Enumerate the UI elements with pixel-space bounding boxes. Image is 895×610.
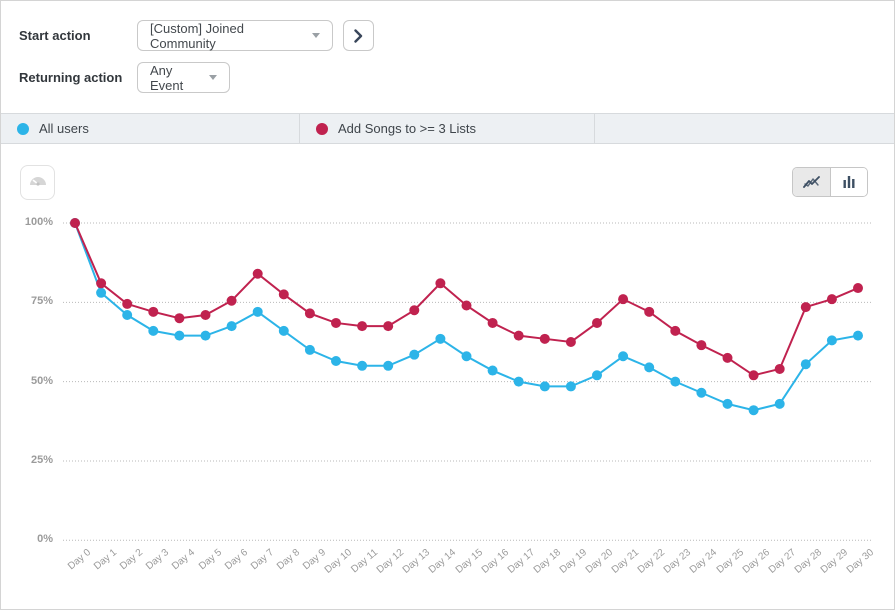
data-point[interactable] <box>409 349 420 360</box>
data-point[interactable] <box>200 310 211 321</box>
data-point[interactable] <box>853 283 863 294</box>
data-point[interactable] <box>409 305 420 316</box>
y-tick-label: 0% <box>37 533 53 546</box>
data-point[interactable] <box>226 321 237 332</box>
chevron-right-icon <box>354 28 363 43</box>
y-tick-label: 50% <box>30 374 53 387</box>
data-point[interactable] <box>96 287 107 298</box>
returning-action-label: Returning action <box>19 70 123 85</box>
data-point[interactable] <box>148 306 159 317</box>
line-chart-icon <box>802 176 820 188</box>
data-point[interactable] <box>800 302 811 313</box>
data-point[interactable] <box>618 294 629 305</box>
data-point[interactable] <box>461 300 472 311</box>
data-point[interactable] <box>748 405 759 416</box>
legend-label: All users <box>39 121 89 136</box>
data-point[interactable] <box>383 360 394 371</box>
data-point[interactable] <box>826 335 837 346</box>
data-point[interactable] <box>148 325 159 336</box>
legend-item-add-songs[interactable]: Add Songs to >= 3 Lists <box>300 114 595 143</box>
data-point[interactable] <box>252 268 263 279</box>
data-point[interactable] <box>644 306 655 317</box>
data-point[interactable] <box>565 336 576 347</box>
query-controls: Start action [Custom] Joined Community R… <box>1 1 894 113</box>
data-point[interactable] <box>696 340 707 351</box>
data-point[interactable] <box>565 381 576 392</box>
data-point[interactable] <box>461 351 472 362</box>
gauge-icon <box>29 176 46 186</box>
data-point[interactable] <box>435 333 446 344</box>
data-point[interactable] <box>487 365 498 376</box>
expand-start-action-button[interactable] <box>343 20 374 51</box>
data-point[interactable] <box>826 294 837 305</box>
series-dot-blue <box>17 122 29 135</box>
bar-chart-toggle-button[interactable] <box>830 168 867 196</box>
bar-chart-icon <box>843 176 855 188</box>
data-point[interactable] <box>618 351 629 362</box>
legend-bar: All users Add Songs to >= 3 Lists <box>1 113 894 144</box>
data-point[interactable] <box>774 398 785 409</box>
legend-item-all-users[interactable]: All users <box>1 114 300 143</box>
data-point[interactable] <box>174 313 185 324</box>
data-point[interactable] <box>122 310 133 321</box>
y-tick-label: 100% <box>24 216 53 228</box>
start-action-label: Start action <box>19 28 91 43</box>
data-point[interactable] <box>513 330 524 341</box>
data-point[interactable] <box>174 330 185 341</box>
data-point[interactable] <box>304 344 315 355</box>
data-point[interactable] <box>774 363 785 374</box>
line-chart-toggle-button[interactable] <box>793 168 830 196</box>
returning-action-value: Any Event <box>150 62 184 93</box>
data-point[interactable] <box>200 330 211 341</box>
data-point[interactable] <box>800 359 811 370</box>
data-point[interactable] <box>722 352 733 363</box>
data-point[interactable] <box>644 362 655 373</box>
data-point[interactable] <box>592 317 602 328</box>
legend-label: Add Songs to >= 3 Lists <box>338 121 477 136</box>
series-dot-crimson <box>316 122 328 135</box>
legend-empty-cell <box>595 114 894 143</box>
data-point[interactable] <box>278 325 289 336</box>
data-point[interactable] <box>226 295 237 306</box>
data-point[interactable] <box>696 387 707 398</box>
data-point[interactable] <box>304 308 315 319</box>
data-point[interactable] <box>592 370 602 381</box>
data-point[interactable] <box>722 398 733 409</box>
y-tick-label: 75% <box>30 295 53 308</box>
start-action-value: [Custom] Joined Community <box>150 20 244 51</box>
retention-line-chart <box>63 218 871 541</box>
chart-panel: 100% 75% 50% 25% 0% Day 0 Day 1 Day 2 Day 3 Day … <box>1 144 894 609</box>
start-action-dropdown[interactable]: [Custom] Joined Community <box>137 20 333 51</box>
data-point[interactable] <box>435 278 446 289</box>
data-point[interactable] <box>539 333 550 344</box>
data-point[interactable] <box>331 317 341 328</box>
data-point[interactable] <box>70 218 80 228</box>
data-point[interactable] <box>357 321 368 332</box>
chart-type-toggle <box>792 167 868 197</box>
data-point[interactable] <box>853 330 863 341</box>
data-point[interactable] <box>252 306 263 317</box>
data-point[interactable] <box>96 278 107 289</box>
data-point[interactable] <box>487 317 498 328</box>
gauge-button[interactable] <box>20 165 55 200</box>
chevron-down-icon <box>209 75 217 80</box>
data-point[interactable] <box>670 376 681 387</box>
data-point[interactable] <box>278 289 289 300</box>
data-point[interactable] <box>539 381 550 392</box>
chevron-down-icon <box>312 33 320 38</box>
y-tick-label: 25% <box>30 453 53 466</box>
data-point[interactable] <box>122 298 133 309</box>
data-point[interactable] <box>383 321 394 332</box>
data-point[interactable] <box>513 376 524 387</box>
data-point[interactable] <box>748 370 759 381</box>
returning-action-dropdown[interactable]: Any Event <box>137 62 230 93</box>
data-point[interactable] <box>670 325 681 336</box>
data-point[interactable] <box>331 356 341 367</box>
data-point[interactable] <box>357 360 368 371</box>
